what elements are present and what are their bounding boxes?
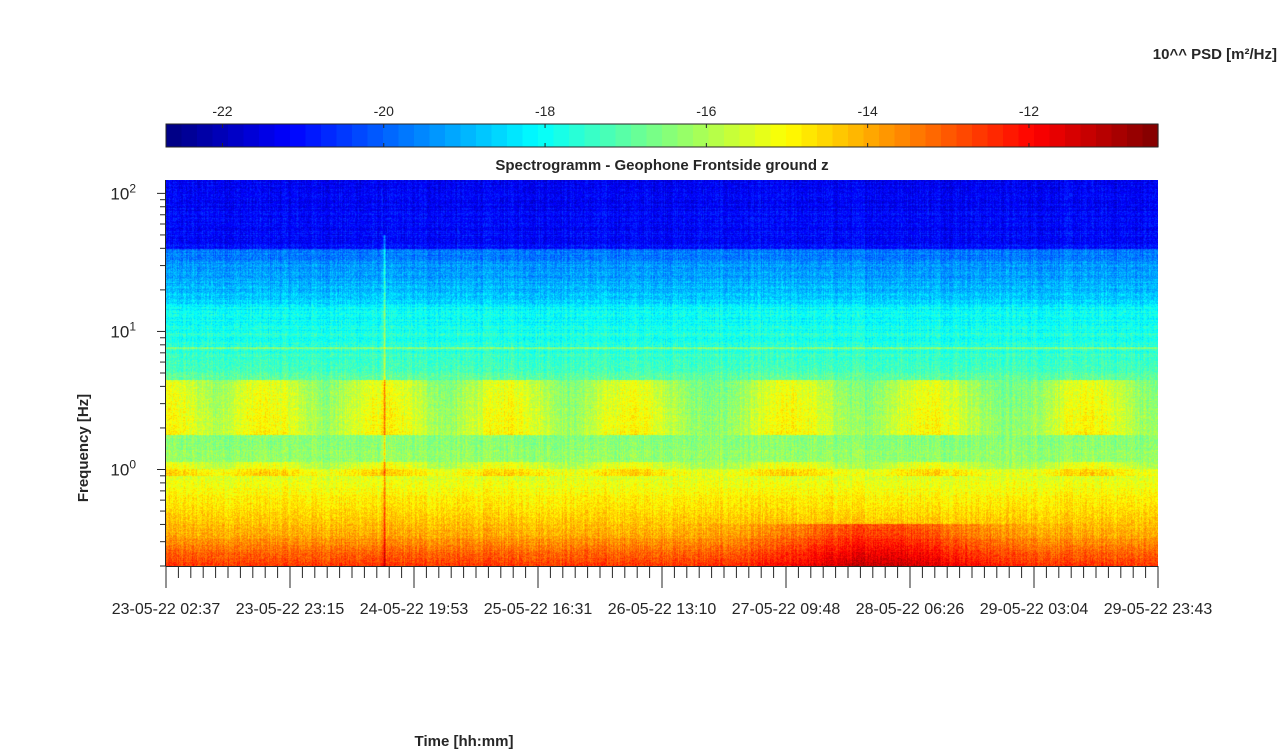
x-tick-label: 23-05-22 02:37 <box>112 601 221 618</box>
colorbar-segment <box>677 124 694 147</box>
colorbar-segment <box>460 124 477 147</box>
colorbar-segment <box>600 124 617 147</box>
colorbar-segment <box>584 124 601 147</box>
colorbar-segment <box>476 124 493 147</box>
colorbar-tick-label: -14 <box>858 103 878 119</box>
colorbar-segment <box>367 124 384 147</box>
colorbar-frame <box>165 123 1159 148</box>
colorbar-segment <box>166 124 183 147</box>
y-tick-exponent: 2 <box>129 181 136 195</box>
colorbar-segment <box>941 124 958 147</box>
colorbar-segment <box>863 124 880 147</box>
colorbar-segment <box>972 124 989 147</box>
colorbar-segment <box>662 124 679 147</box>
x-tick-label: 25-05-22 16:31 <box>484 601 593 618</box>
colorbar-segment <box>739 124 756 147</box>
colorbar-segment <box>724 124 741 147</box>
colorbar-segment <box>832 124 849 147</box>
spectrogram-heatmap <box>166 180 1158 566</box>
colorbar-segment <box>352 124 369 147</box>
colorbar-segment <box>522 124 539 147</box>
x-tick-label: 26-05-22 13:10 <box>608 601 717 618</box>
y-tick-exponent: 0 <box>129 458 136 472</box>
colorbar-segment <box>243 124 260 147</box>
colorbar-tick-label: -16 <box>696 103 716 119</box>
x-tick-label: 29-05-22 03:04 <box>980 601 1089 618</box>
x-axis: 23-05-22 02:37 23-05-22 23:15 24-05-22 19:… <box>112 566 1213 618</box>
colorbar-segment <box>894 124 911 147</box>
y-tick-exponent: 1 <box>129 319 136 333</box>
colorbar-segment <box>956 124 973 147</box>
colorbar-tick-label: -12 <box>1019 103 1039 119</box>
colorbar-tick-label: -20 <box>374 103 394 119</box>
colorbar-segment <box>1096 124 1113 147</box>
colorbar-segment <box>1065 124 1082 147</box>
x-axis-label: Time [hh:mm] <box>415 733 514 750</box>
colorbar-segment <box>569 124 586 147</box>
x-tick-label: 24-05-22 19:53 <box>360 601 469 618</box>
colorbar-segment <box>1080 124 1097 147</box>
colorbar-segment <box>925 124 942 147</box>
y-tick-label: 102 <box>110 181 136 203</box>
x-tick-label: 23-05-22 23:15 <box>236 601 345 618</box>
colorbar-segment <box>1127 124 1144 147</box>
colorbar-segment <box>770 124 787 147</box>
y-tick-label: 101 <box>110 319 136 341</box>
x-tick-label: 29-05-22 23:43 <box>1104 601 1213 618</box>
colorbar-segment <box>553 124 570 147</box>
colorbar-segment <box>1003 124 1020 147</box>
y-tick-label: 100 <box>110 458 136 480</box>
x-tick-label: 28-05-22 06:26 <box>856 601 965 618</box>
colorbar-segment <box>197 124 214 147</box>
colorbar-label: 10^^ PSD [m²/Hz] <box>1153 46 1277 63</box>
colorbar-segment <box>305 124 322 147</box>
colorbar-segment <box>786 124 803 147</box>
colorbar-segment <box>1018 124 1035 147</box>
colorbar-segment <box>491 124 508 147</box>
colorbar-segment <box>398 124 415 147</box>
y-axis-label: Frequency [Hz] <box>75 394 92 502</box>
colorbar-segment <box>848 124 865 147</box>
colorbar-segment <box>290 124 307 147</box>
colorbar-segment <box>212 124 229 147</box>
colorbar-segment <box>259 124 276 147</box>
colorbar-tick-label: -22 <box>212 103 232 119</box>
colorbar-segment <box>507 124 524 147</box>
colorbar-tick-label: -18 <box>535 103 555 119</box>
colorbar-segment <box>987 124 1004 147</box>
colorbar-segment <box>817 124 834 147</box>
colorbar-segment <box>801 124 818 147</box>
colorbar-segment <box>879 124 896 147</box>
x-tick-label: 27-05-22 09:48 <box>732 601 841 618</box>
colorbar-segment <box>336 124 353 147</box>
colorbar-segment <box>755 124 772 147</box>
colorbar-segment <box>445 124 462 147</box>
colorbar-segment <box>383 124 400 147</box>
colorbar-ticks: -22 -20 -18 -16 -14 -12 <box>212 103 1039 147</box>
colorbar-segment <box>1034 124 1051 147</box>
colorbar-segment <box>274 124 291 147</box>
colorbar-segment <box>631 124 648 147</box>
colorbar-segment <box>1142 124 1159 147</box>
colorbar-segment <box>181 124 198 147</box>
colorbar-segment <box>414 124 431 147</box>
colorbar-segment <box>1111 124 1128 147</box>
colorbar-segment <box>910 124 927 147</box>
colorbar-segment <box>429 124 446 147</box>
colorbar <box>165 123 1159 148</box>
colorbar-segment <box>615 124 632 147</box>
colorbar-segment <box>646 124 663 147</box>
colorbar-segment <box>693 124 710 147</box>
chart-title: Spectrogramm - Geophone Frontside ground… <box>495 157 828 174</box>
colorbar-segment <box>708 124 725 147</box>
colorbar-segment <box>321 124 338 147</box>
colorbar-segment <box>228 124 245 147</box>
colorbar-segment <box>1049 124 1066 147</box>
colorbar-segment <box>538 124 555 147</box>
